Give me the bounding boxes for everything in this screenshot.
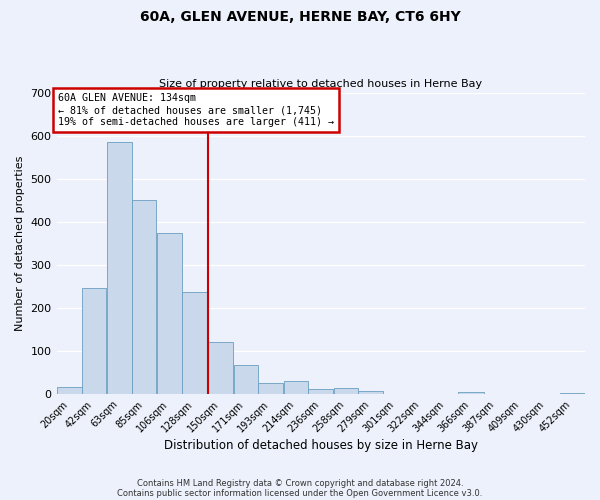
Bar <box>82 288 106 394</box>
Text: 60A GLEN AVENUE: 134sqm
← 81% of detached houses are smaller (1,745)
19% of semi: 60A GLEN AVENUE: 134sqm ← 81% of detache… <box>58 94 334 126</box>
Bar <box>133 200 157 394</box>
Bar <box>308 389 334 394</box>
Bar <box>233 365 258 394</box>
Bar <box>157 232 182 394</box>
Bar <box>458 392 484 394</box>
Bar <box>182 292 208 394</box>
Title: Size of property relative to detached houses in Herne Bay: Size of property relative to detached ho… <box>159 79 482 89</box>
Bar <box>258 384 283 394</box>
Bar <box>358 390 383 394</box>
Bar <box>560 393 585 394</box>
Y-axis label: Number of detached properties: Number of detached properties <box>15 156 25 331</box>
X-axis label: Distribution of detached houses by size in Herne Bay: Distribution of detached houses by size … <box>164 440 478 452</box>
Bar <box>284 381 308 394</box>
Bar <box>208 342 233 394</box>
Text: 60A, GLEN AVENUE, HERNE BAY, CT6 6HY: 60A, GLEN AVENUE, HERNE BAY, CT6 6HY <box>140 10 460 24</box>
Bar <box>334 388 358 394</box>
Bar <box>107 142 132 394</box>
Text: Contains HM Land Registry data © Crown copyright and database right 2024.: Contains HM Land Registry data © Crown c… <box>137 478 463 488</box>
Bar <box>57 387 82 394</box>
Text: Contains public sector information licensed under the Open Government Licence v3: Contains public sector information licen… <box>118 488 482 498</box>
